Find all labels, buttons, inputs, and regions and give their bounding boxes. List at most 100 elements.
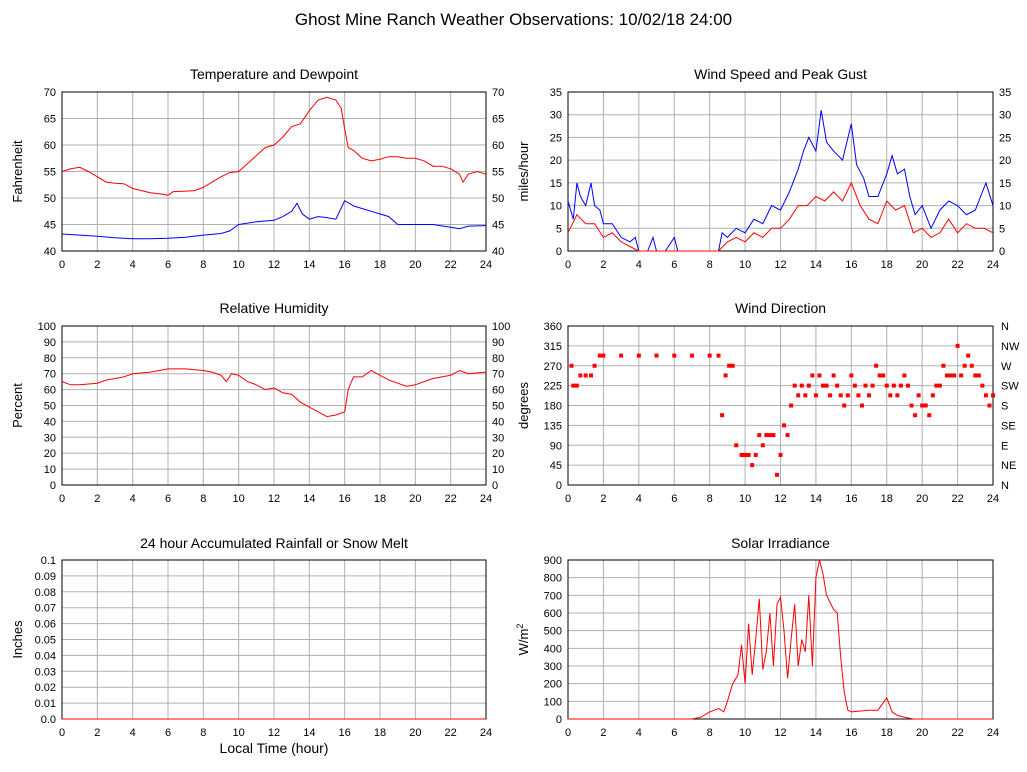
dir-y-tick-label: 180 [544, 401, 562, 413]
dir-x-tick-label: 20 [916, 493, 928, 505]
dir-x-tick-label: 24 [987, 493, 999, 505]
rh-y-tick-label: 50 [44, 401, 56, 413]
dir-data-point [920, 403, 925, 408]
wind-x-tick-label: 20 [916, 259, 928, 271]
solar-x-tick-label: 0 [565, 727, 571, 739]
dir-data-point [636, 353, 641, 358]
rh-y-right-tick-label: 80 [492, 353, 504, 365]
temp-x-tick-label: 14 [303, 259, 315, 271]
wind-y-right-tick-label: 30 [999, 110, 1011, 122]
dir-x-tick-label: 6 [671, 493, 677, 505]
rh-y-axis-label: Percent [10, 383, 25, 428]
dir-data-point [930, 393, 935, 398]
dir-data-point [592, 363, 597, 368]
temp-y-tick-label: 55 [44, 167, 56, 179]
temp-y-tick-label: 65 [44, 114, 56, 126]
solar-y-tick-label: 100 [544, 696, 562, 708]
dir-data-point [927, 413, 932, 418]
wind-y-right-tick-label: 5 [999, 223, 1005, 235]
rain-x-tick-label: 6 [165, 727, 171, 739]
dir-data-point [716, 353, 721, 358]
dir-data-point [944, 373, 949, 378]
wind-x-tick-label: 6 [671, 259, 677, 271]
rain-y-tick-label: 0.08 [35, 587, 56, 599]
solar-x-tick-label: 6 [671, 727, 677, 739]
dir-x-tick-label: 22 [951, 493, 963, 505]
rh-y-tick-label: 30 [44, 432, 56, 444]
wind-x-tick-label: 12 [774, 259, 786, 271]
dir-x-tick-label: 18 [881, 493, 893, 505]
rh-y-tick-label: 10 [44, 464, 56, 476]
temp-y-tick-label: 40 [44, 246, 56, 258]
dir-compass-label: S [1001, 401, 1008, 413]
rh-y-right-tick-label: 50 [492, 401, 504, 413]
rh-y-right-tick-label: 0 [492, 480, 498, 492]
rh-y-tick-label: 40 [44, 416, 56, 428]
dir-data-point [898, 383, 903, 388]
dir-data-point [824, 383, 829, 388]
wind-x-tick-label: 8 [707, 259, 713, 271]
dir-data-point [874, 363, 879, 368]
temp-x-tick-label: 8 [200, 259, 206, 271]
rh-y-right-tick-label: 60 [492, 385, 504, 397]
dir-data-point [937, 383, 942, 388]
wind-y-right-tick-label: 35 [999, 87, 1011, 99]
dir-data-point [867, 393, 872, 398]
rain-x-axis-label: Local Time (hour) [220, 740, 329, 756]
dir-y-axis-label: degrees [516, 382, 531, 429]
wind-y-tick-label: 20 [550, 155, 562, 167]
solar-x-tick-label: 16 [845, 727, 857, 739]
dir-data-point [923, 403, 928, 408]
dir-data-point [753, 452, 758, 457]
rh-y-right-tick-label: 100 [492, 321, 510, 333]
dir-data-point [760, 443, 765, 448]
dir-data-point [654, 353, 659, 358]
solar-y-tick-label: 600 [544, 608, 562, 620]
solar-y-tick-label: 800 [544, 573, 562, 585]
wind-y-tick-label: 5 [556, 223, 562, 235]
rain-y-tick-label: 0.03 [35, 666, 56, 678]
solar-y-tick-label: 400 [544, 643, 562, 655]
dir-data-point [856, 393, 861, 398]
dir-data-point [774, 472, 779, 477]
rain-x-tick-label: 4 [130, 727, 136, 739]
dir-compass-label: SE [1001, 420, 1016, 432]
temp-y-right-tick-label: 45 [492, 220, 504, 232]
dir-data-point [991, 393, 995, 398]
dir-data-point [578, 373, 583, 378]
dir-y-tick-label: 225 [544, 381, 562, 393]
dir-data-point [952, 373, 957, 378]
rain-y-tick-label: 0.05 [35, 635, 56, 647]
dir-data-point [739, 452, 744, 457]
wind-chart-title: Wind Speed and Peak Gust [694, 66, 867, 82]
rain-x-tick-label: 16 [339, 727, 351, 739]
rh-y-tick-label: 20 [44, 448, 56, 460]
wind-y-tick-label: 25 [550, 132, 562, 144]
dir-data-point [764, 433, 769, 438]
wind-series-line-red [567, 181, 994, 252]
dir-data-point [838, 393, 843, 398]
rain-chart-title: 24 hour Accumulated Rainfall or Snow Mel… [140, 535, 408, 551]
dir-data-point [601, 353, 606, 358]
dir-data-point [902, 373, 907, 378]
temp-y-right-tick-label: 40 [492, 246, 504, 258]
temp-y-axis-label: Fahrenheit [10, 140, 25, 203]
dir-plot-frame [567, 325, 994, 486]
wind-x-tick-label: 22 [951, 259, 963, 271]
wind-y-right-tick-label: 0 [999, 246, 1005, 258]
wind-y-right-tick-label: 10 [999, 201, 1011, 213]
temp-x-tick-label: 2 [94, 259, 100, 271]
dir-compass-label: N [1001, 321, 1009, 333]
rh-y-right-tick-label: 40 [492, 416, 504, 428]
wind-x-tick-label: 2 [600, 259, 606, 271]
rain-x-tick-label: 12 [268, 727, 280, 739]
solar-chart-title: Solar Irradiance [731, 535, 830, 551]
rain-y-tick-label: 0.01 [35, 698, 56, 710]
dir-data-point [750, 463, 755, 468]
dir-data-point [906, 383, 910, 388]
dir-data-point [877, 373, 882, 378]
rain-y-tick-label: 0.09 [35, 571, 56, 583]
dir-x-tick-label: 0 [565, 493, 571, 505]
temp-y-tick-label: 45 [44, 220, 56, 232]
